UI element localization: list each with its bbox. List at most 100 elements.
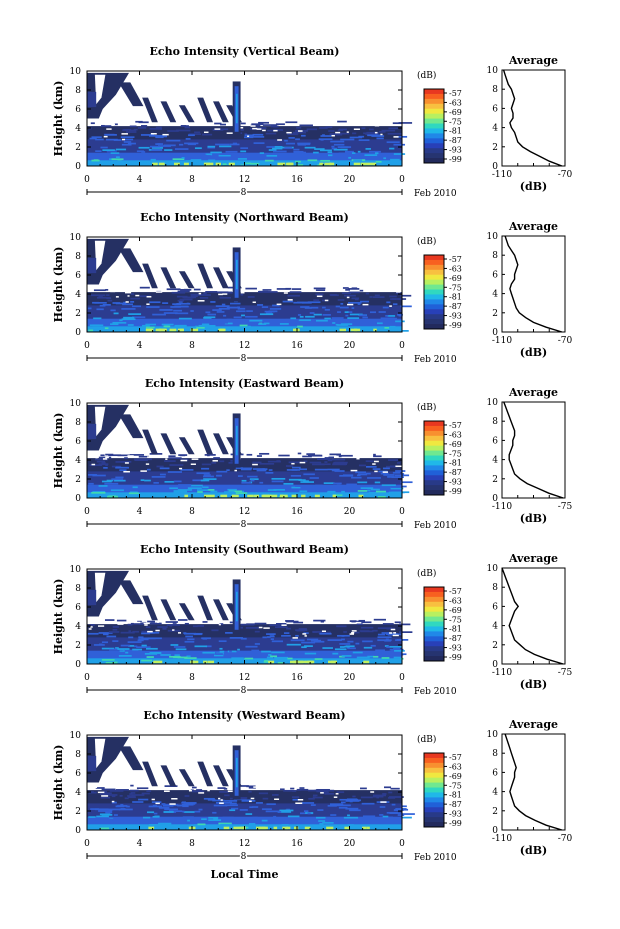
echo-gap: [346, 131, 349, 133]
echo-cell: [262, 468, 268, 470]
echo-cell: [260, 493, 266, 495]
x-tick-label: 4: [137, 673, 143, 683]
colorbar-swatch: [424, 812, 444, 818]
heatmap-field: [87, 404, 413, 498]
echo-cell: [138, 146, 150, 149]
echo-cell: [273, 129, 284, 131]
colorbar-swatch: [424, 807, 444, 813]
echo-gap: [207, 789, 210, 792]
fall-streak: [160, 101, 177, 123]
echo-cell: [358, 139, 370, 141]
echo-cell: [114, 479, 126, 482]
echo-cell: [146, 790, 152, 793]
echo-cell: [344, 151, 354, 154]
echo-cell: [181, 810, 185, 813]
echo-cell: [101, 647, 115, 650]
echo-cell: [313, 825, 323, 828]
echo-cell: [388, 645, 402, 648]
echo-cell: [340, 323, 353, 325]
echo-cell: [130, 792, 136, 794]
colorbar-swatch: [424, 753, 444, 759]
echo-cell: [244, 657, 254, 660]
colorbar-tick-label: -93: [449, 810, 462, 819]
echo-cell: [362, 826, 367, 830]
echo-cell: [264, 660, 269, 662]
echo-cell: [243, 651, 253, 653]
echo-cell: [198, 324, 204, 327]
echo-gap: [324, 299, 329, 302]
colorbar-tick-label: -99: [449, 321, 462, 330]
echo-cell: [259, 152, 265, 154]
echo-cell: [130, 784, 134, 787]
echo-cell: [357, 490, 368, 492]
echo-cell: [128, 492, 140, 495]
fall-streak: [118, 248, 144, 273]
echo-cell: [388, 459, 400, 461]
echo-cell: [218, 328, 225, 332]
echo-cell: [129, 454, 145, 456]
echo-cell: [115, 647, 119, 649]
echo-cell: [203, 660, 208, 664]
echo-cell: [215, 653, 223, 655]
echo-cell: [336, 791, 345, 794]
echo-cell: [115, 789, 129, 791]
echo-cell: [297, 325, 303, 328]
echo-cell: [359, 289, 364, 292]
echo-cell: [237, 648, 240, 651]
echo-cell: [313, 299, 320, 302]
echo-cell: [376, 322, 383, 325]
echo-cell: [374, 152, 379, 155]
echo-cell: [324, 308, 330, 311]
panel-2: Echo Intensity (Eastward Beam)0 4 8 12 16 20 0…: [52, 377, 573, 532]
echo-gap: [102, 458, 108, 460]
echo-cell: [326, 826, 334, 830]
echo-gap: [90, 626, 93, 628]
cloud-core: [87, 589, 97, 606]
echo-cell: [319, 149, 332, 152]
echo-cell: [340, 638, 345, 641]
echo-cell: [129, 125, 137, 128]
echo-cell: [172, 622, 177, 624]
echo-gap: [351, 630, 357, 632]
echo-gap: [111, 800, 115, 803]
echo-cell: [401, 805, 407, 808]
echo-gap: [155, 629, 160, 632]
y-tick-label: 2: [75, 807, 81, 817]
echo-cell: [164, 149, 173, 151]
colorbar-tick-label: -87: [449, 136, 462, 145]
echo-cell: [285, 318, 300, 321]
colorbar-tick-label: -81: [449, 127, 462, 136]
echo-cell: [116, 619, 127, 622]
echo-cell: [138, 798, 149, 801]
echo-cell: [375, 649, 386, 652]
y-tick-label: 10: [70, 233, 82, 243]
echo-gap: [316, 295, 323, 298]
echo-cell: [215, 143, 230, 146]
echo-cell: [279, 323, 289, 325]
echo-gap: [127, 455, 134, 457]
echo-cell: [173, 490, 188, 492]
echo-cell: [277, 811, 282, 813]
echo-gap: [291, 462, 295, 465]
echo-cell: [139, 295, 151, 298]
echo-gap: [106, 128, 112, 130]
profile-x-tick-label: -75: [558, 668, 573, 678]
colorbar-swatch: [424, 148, 444, 154]
colorbar-swatch: [424, 128, 444, 134]
echo-cell: [188, 133, 201, 136]
profile-y-tick-label: 6: [492, 602, 498, 612]
profile-x-label: (dB): [520, 512, 547, 525]
echo-cell: [112, 302, 121, 304]
echo-gap: [190, 463, 196, 465]
y-tick-label: 6: [75, 437, 81, 447]
echo-cell: [237, 475, 243, 477]
echo-cell: [261, 819, 268, 822]
echo-cell: [166, 288, 181, 291]
profile-line: [503, 401, 564, 499]
echo-cell: [88, 474, 97, 476]
echo-cell: [233, 826, 242, 830]
echo-cell: [323, 482, 335, 485]
colorbar-swatch: [424, 118, 444, 125]
echo-gap: [191, 458, 199, 460]
echo-cell: [350, 328, 358, 332]
